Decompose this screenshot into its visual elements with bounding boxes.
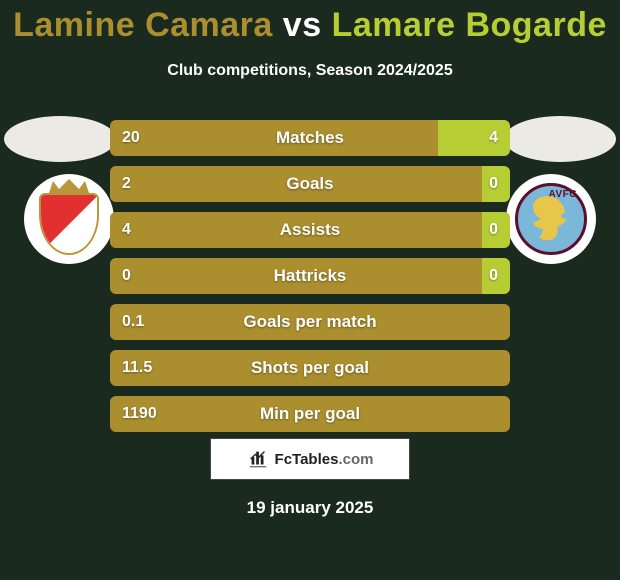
stat-value-left: 0.1 [122,304,144,340]
title-vs: vs [283,6,322,44]
stat-row: Shots per goal11.5 [110,350,510,386]
player2-club-badge: AVFC [506,174,596,264]
brand-box: FcTables.com [210,438,410,480]
stat-row: Assists4 0 [110,212,510,248]
stat-value-right: 0 [489,212,498,248]
stat-label: Goals per match [110,304,510,340]
player1-club-badge [24,174,114,264]
player1-head-placeholder [4,116,116,162]
page-title: Lamine Camara vs Lamare Bogarde [0,6,620,45]
title-player2: Lamare Bogarde [332,6,607,44]
stat-value-right: 0 [489,258,498,294]
stat-label: Shots per goal [110,350,510,386]
title-player1: Lamine Camara [13,6,273,44]
brand-text: FcTables.com [275,451,374,468]
stat-label: Min per goal [110,396,510,432]
stat-value-left: 20 [122,120,140,156]
stat-value-left: 11.5 [122,350,152,386]
stat-row: Hattricks0 0 [110,258,510,294]
brand-chart-icon [247,448,269,470]
stat-label: Goals [110,166,510,202]
stat-value-right: 0 [489,166,498,202]
date-line: 19 january 2025 [0,498,620,518]
stat-value-right: 4 [489,120,498,156]
avfc-crest-icon: AVFC [515,183,587,255]
stat-label: Matches [110,120,510,156]
subtitle: Club competitions, Season 2024/2025 [0,62,620,80]
brand-domain: .com [338,451,373,468]
stats-container: Matches204Goals20Assists40Hattricks00Goa… [110,120,510,442]
stat-row: Goals2 0 [110,166,510,202]
player2-head-placeholder [504,116,616,162]
stat-row: Min per goal1190 [110,396,510,432]
stat-value-left: 4 [122,212,131,248]
stat-value-left: 0 [122,258,131,294]
stat-label: Hattricks [110,258,510,294]
brand-name: FcTables [275,451,339,468]
monaco-crest-icon [33,179,105,259]
stat-label: Assists [110,212,510,248]
stat-value-left: 2 [122,166,131,202]
stat-value-left: 1190 [122,396,157,432]
stat-row: Goals per match0.1 [110,304,510,340]
stat-row: Matches20 4 [110,120,510,156]
